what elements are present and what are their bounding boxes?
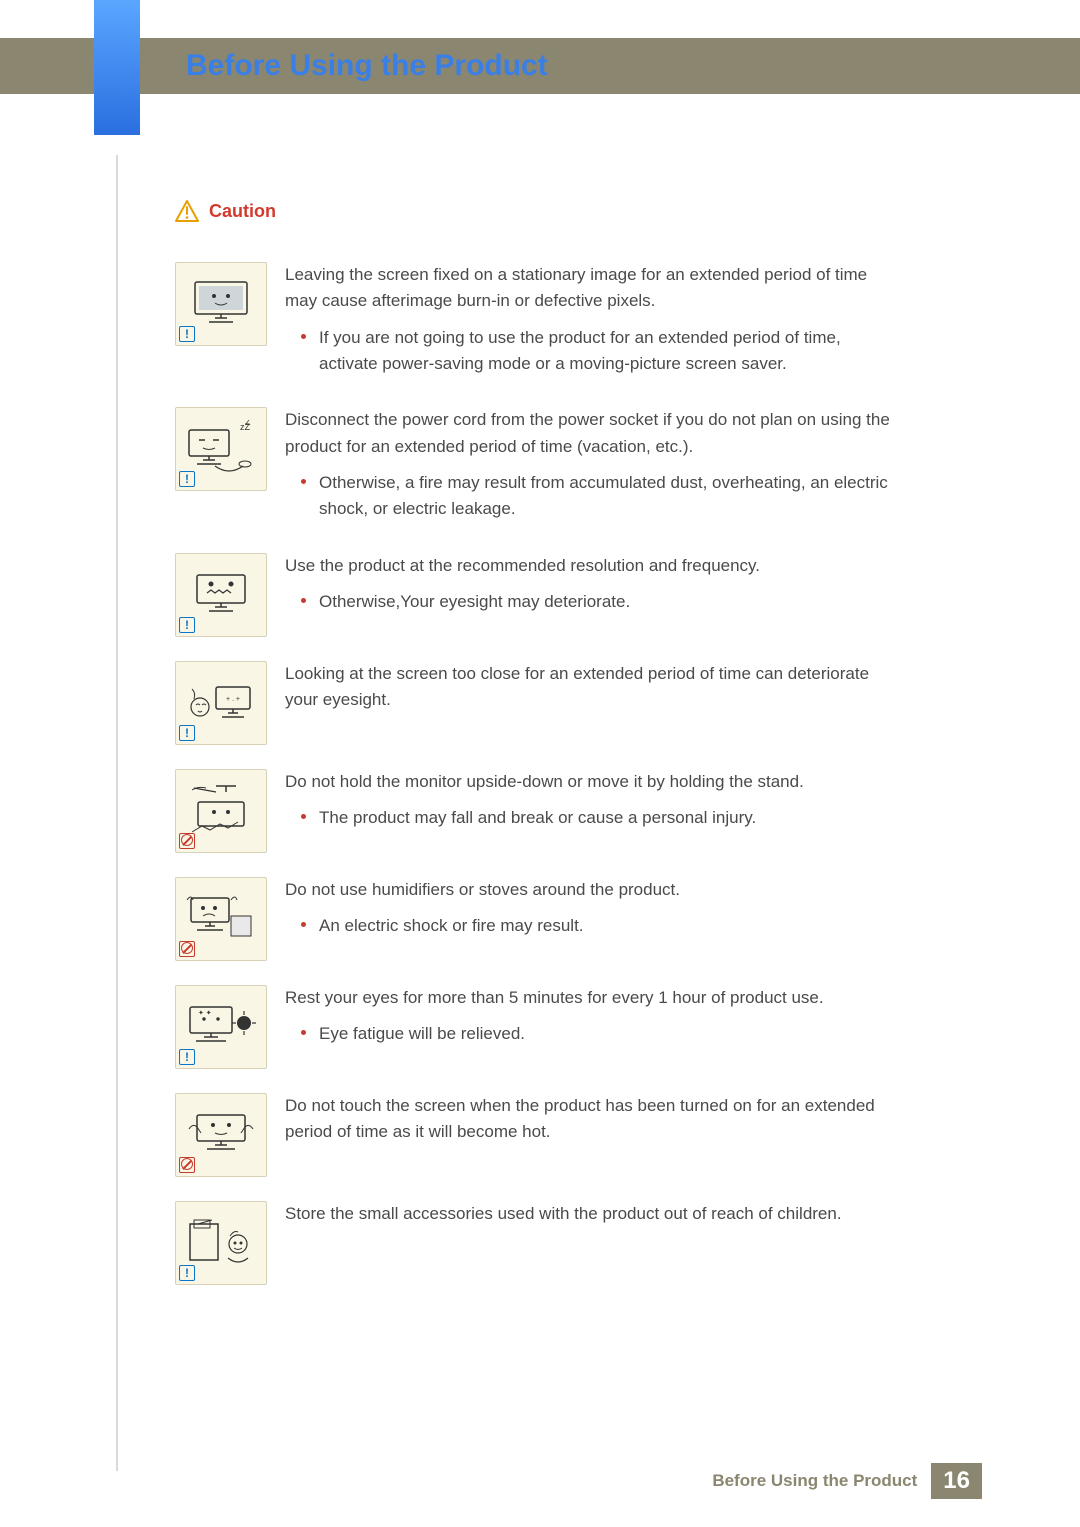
info-badge-icon: !: [179, 326, 195, 342]
prohibit-badge-icon: [179, 833, 195, 849]
illustration-eye-close-screen: + . + !: [175, 661, 267, 745]
illustration-hold-by-stand: [175, 769, 267, 853]
caution-body: Disconnect the power cord from the power…: [285, 407, 895, 528]
caution-bullet: If you are not going to use the product …: [319, 325, 895, 378]
illustration-humidifier-stove: [175, 877, 267, 961]
caution-lead-text: Disconnect the power cord from the power…: [285, 407, 895, 460]
caution-item: Do not use humidifiers or stoves around …: [175, 877, 895, 961]
caution-lead-text: Store the small accessories used with th…: [285, 1201, 895, 1227]
illustration-monitor-sleep-cord: zZ Z !: [175, 407, 267, 491]
illustration-accessories-child: !: [175, 1201, 267, 1285]
prohibit-badge-icon: [179, 941, 195, 957]
svg-text:Z: Z: [245, 420, 251, 427]
caution-item: ! Leaving the screen fixed on a stationa…: [175, 262, 895, 383]
page-footer: Before Using the Product 16: [712, 1463, 982, 1499]
caution-lead-text: Leaving the screen fixed on a stationary…: [285, 262, 895, 315]
info-badge-icon: !: [179, 617, 195, 633]
illustration-eye-rest: ✦ ✦ !: [175, 985, 267, 1069]
prohibit-badge-icon: [179, 1157, 195, 1173]
caution-triangle-icon: [175, 200, 199, 222]
info-badge-icon: !: [179, 1265, 195, 1281]
svg-text:+ . +: + . +: [226, 696, 240, 703]
caution-item: Do not touch the screen when the product…: [175, 1093, 895, 1177]
caution-item: ✦ ✦ ! Rest your eyes for more than 5 min…: [175, 985, 895, 1069]
caution-body: Rest your eyes for more than 5 minutes f…: [285, 985, 895, 1054]
left-vertical-rule: [116, 155, 118, 1471]
page-title: Before Using the Product: [186, 38, 548, 94]
caution-lead-text: Looking at the screen too close for an e…: [285, 661, 895, 714]
caution-label: Caution: [209, 201, 276, 222]
caution-lead-text: Do not touch the screen when the product…: [285, 1093, 895, 1146]
caution-body: Leaving the screen fixed on a stationary…: [285, 262, 895, 383]
caution-lead-text: Do not hold the monitor upside-down or m…: [285, 769, 895, 795]
caution-body: Do not use humidifiers or stoves around …: [285, 877, 895, 946]
caution-bullet: Otherwise,Your eyesight may deteriorate.: [319, 589, 895, 615]
caution-item: ! Store the small accessories used with …: [175, 1201, 895, 1285]
chapter-tab: [94, 0, 140, 135]
caution-lead-text: Do not use humidifiers or stoves around …: [285, 877, 895, 903]
illustration-hot-screen-touch: [175, 1093, 267, 1177]
caution-item: Do not hold the monitor upside-down or m…: [175, 769, 895, 853]
caution-body: Do not touch the screen when the product…: [285, 1093, 895, 1156]
illustration-monitor-resolution: !: [175, 553, 267, 637]
caution-body: Do not hold the monitor upside-down or m…: [285, 769, 895, 838]
caution-body: Use the product at the recommended resol…: [285, 553, 895, 622]
svg-text:✦ ✦: ✦ ✦: [198, 1009, 212, 1017]
caution-heading: Caution: [175, 200, 276, 222]
caution-body: Looking at the screen too close for an e…: [285, 661, 895, 724]
illustration-monitor-noise: !: [175, 262, 267, 346]
caution-bullet: The product may fall and break or cause …: [319, 805, 895, 831]
caution-list: ! Leaving the screen fixed on a stationa…: [175, 262, 895, 1309]
caution-bullet: An electric shock or fire may result.: [319, 913, 895, 939]
caution-bullet: Eye fatigue will be relieved.: [319, 1021, 895, 1047]
caution-bullet: Otherwise, a fire may result from accumu…: [319, 470, 895, 523]
caution-lead-text: Use the product at the recommended resol…: [285, 553, 895, 579]
caution-item: + . + ! Looking at the screen too close …: [175, 661, 895, 745]
info-badge-icon: !: [179, 471, 195, 487]
info-badge-icon: !: [179, 1049, 195, 1065]
footer-page-number: 16: [931, 1463, 982, 1499]
caution-item: ! Use the product at the recommended res…: [175, 553, 895, 637]
caution-lead-text: Rest your eyes for more than 5 minutes f…: [285, 985, 895, 1011]
caution-body: Store the small accessories used with th…: [285, 1201, 895, 1237]
footer-section-title: Before Using the Product: [712, 1471, 917, 1491]
caution-item: zZ Z ! Disconnect the power cord from th…: [175, 407, 895, 528]
info-badge-icon: !: [179, 725, 195, 741]
